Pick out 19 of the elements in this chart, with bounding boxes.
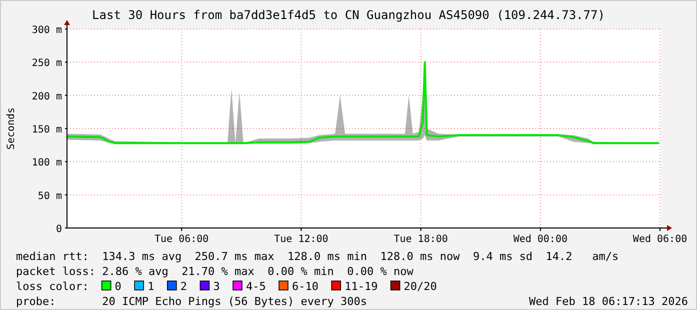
text: median rtt: 134.3 ms avg 250.7 ms max 128.0 ms min 128.0 ms now 9.4 ms sd 14.2 am/s <box>16 250 619 263</box>
y-tick-label: 200 m <box>32 91 62 102</box>
text: loss color: 0 1 2 3 4-5 6-10 11-19 20/20 <box>16 280 437 293</box>
x-tick-label: Tue 12:00 <box>274 234 328 245</box>
y-tick-label: 300 m <box>32 25 62 36</box>
y-tick-label: 0 <box>56 224 62 235</box>
y-axis-title: Seconds <box>6 107 17 150</box>
chart-title: Last 30 Hours from ba7dd3e1f4d5 to CN Guangzhou AS45090 (109.244.73.77) <box>92 8 605 22</box>
text: Wed Feb 18 06:17:13 2026 <box>529 295 688 308</box>
y-tick-label: 150 m <box>32 124 62 136</box>
y-tick-label: 50 m <box>38 190 62 202</box>
x-tick-label: Tue 06:00 <box>154 234 209 245</box>
text: packet loss: 2.86 % avg 21.70 % max 0.00 % min 0.00 % now <box>16 265 414 278</box>
x-tick-label: Wed 06:00 <box>632 234 688 245</box>
y-tick-label: 250 m <box>32 58 62 70</box>
text: probe: 20 ICMP Echo Pings (56 Bytes) every 300s <box>16 295 367 308</box>
x-tick-label: Wed 00:00 <box>513 234 568 245</box>
x-tick-label: Tue 18:00 <box>394 234 448 245</box>
y-tick-label: 100 m <box>32 158 62 169</box>
